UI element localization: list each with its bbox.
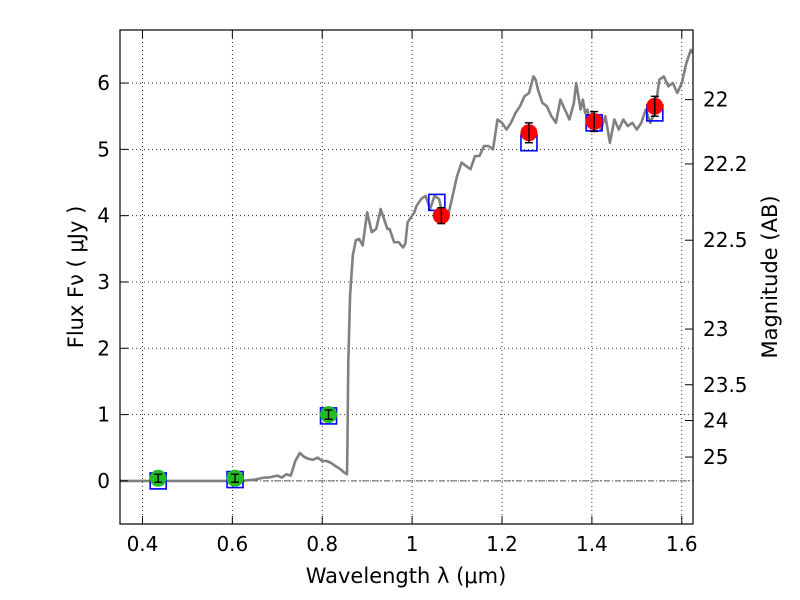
model-spectrum-layer	[120, 48, 693, 483]
y-tick-label: 1	[97, 403, 110, 427]
magnitude-tick-label: 22	[703, 88, 728, 112]
magnitude-tick-label: 22.5	[703, 228, 748, 252]
y-tick-label: 5	[97, 137, 110, 161]
x-tick-label: 1.6	[666, 532, 698, 556]
x-tick-label: 0.4	[127, 532, 159, 556]
plot-background	[120, 30, 693, 524]
observed-photometry-layer	[149, 95, 664, 487]
y-axis-title: Flux Fν ( μJy )	[64, 206, 88, 349]
magnitude-axis: 22 22.2 22.5 23 23.5 24 25	[685, 88, 748, 469]
magnitude-tick-label: 24	[703, 409, 728, 433]
x-tick-label: 1.4	[576, 532, 608, 556]
magnitude-tick-label: 25	[703, 445, 728, 469]
plot-frame	[119, 29, 694, 525]
y-tick-label: 0	[97, 469, 110, 493]
y-tick-label: 3	[97, 270, 110, 294]
model-spectrum-line	[120, 48, 693, 483]
x-axis: 0.4 0.6 0.8 1 1.2 1.4 1.6	[127, 30, 698, 556]
magnitude-tick-label: 23	[703, 317, 728, 341]
y-tick-label: 6	[97, 71, 110, 95]
x-tick-label: 1.2	[486, 532, 518, 556]
y-tick-label: 2	[97, 336, 110, 360]
x-tick-label: 1	[406, 532, 419, 556]
x-tick-label: 0.8	[306, 532, 338, 556]
magnitude-tick-label: 23.5	[703, 373, 748, 397]
x-axis-title: Wavelength λ (μm)	[306, 564, 507, 588]
magnitude-tick-label: 22.2	[703, 152, 748, 176]
x-tick-label: 0.6	[216, 532, 248, 556]
y-axis: 0 1 2 3 4 5 6	[97, 71, 128, 493]
y-tick-label: 4	[97, 204, 110, 228]
magnitude-axis-title: Magnitude (AB)	[758, 195, 782, 358]
